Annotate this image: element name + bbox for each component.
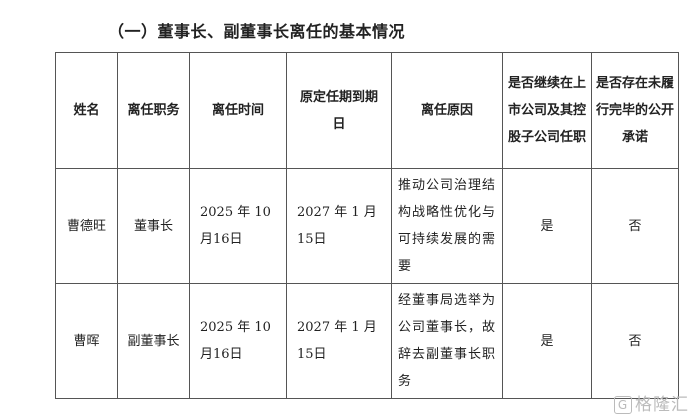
header-term-end: 原定任期到期日 <box>286 52 392 169</box>
header-continue: 是否继续在上市公司及其控股子公司任职 <box>502 52 592 169</box>
cell-name: 曹晖 <box>55 283 118 399</box>
cell-position: 董事长 <box>117 168 190 284</box>
header-position: 离任职务 <box>117 52 190 169</box>
cell-term-end: 2027 年 1 月15日 <box>286 283 392 399</box>
cell-continue: 是 <box>502 283 592 399</box>
table-row: 曹德旺 董事长 2025 年 10 月16日 2027 年 1 月15日 推动公… <box>55 168 679 284</box>
watermark: G 格隆汇 <box>614 390 689 415</box>
cell-commitment: 否 <box>591 283 679 399</box>
header-leave-date: 离任时间 <box>189 52 287 169</box>
cell-name: 曹德旺 <box>55 168 118 284</box>
header-name: 姓名 <box>55 52 118 169</box>
resignation-table: 姓名 离任职务 离任时间 原定任期到期日 离任原因 是否继续在上市公司及其控股子… <box>55 52 679 399</box>
cell-term-end: 2027 年 1 月15日 <box>286 168 392 284</box>
table-header-row: 姓名 离任职务 离任时间 原定任期到期日 离任原因 是否继续在上市公司及其控股子… <box>55 52 679 169</box>
section-title: （一）董事长、副董事长离任的基本情况 <box>108 22 406 41</box>
header-reason: 离任原因 <box>391 52 503 169</box>
table-row: 曹晖 副董事长 2025 年 10 月16日 2027 年 1 月15日 经董事… <box>55 283 679 399</box>
cell-reason: 经董事局选举为公司董事长，故辞去副董事长职务 <box>391 283 503 399</box>
watermark-logo-icon: G <box>614 396 632 414</box>
cell-position: 副董事长 <box>117 283 190 399</box>
cell-leave-date: 2025 年 10 月16日 <box>189 168 287 284</box>
cell-commitment: 否 <box>591 168 679 284</box>
watermark-text: 格隆汇 <box>635 395 689 415</box>
header-commitment: 是否存在未履行完毕的公开承诺 <box>591 52 679 169</box>
cell-leave-date: 2025 年 10 月16日 <box>189 283 287 399</box>
cell-reason: 推动公司治理结构战略性优化与可持续发展的需要 <box>391 168 503 284</box>
cell-continue: 是 <box>502 168 592 284</box>
